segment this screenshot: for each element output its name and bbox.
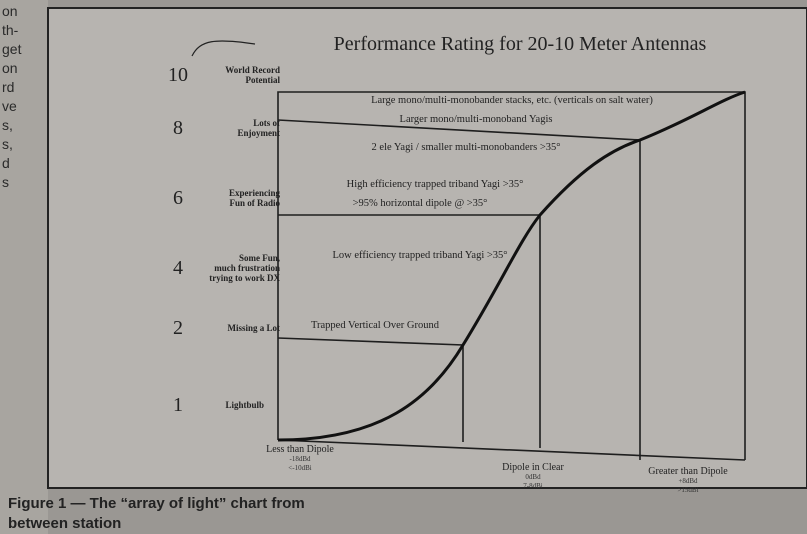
level-label: World Record xyxy=(225,65,280,75)
level-number: 8 xyxy=(173,117,183,139)
x-label: Greater than Dipole xyxy=(648,466,728,477)
level-label: Enjoyment xyxy=(238,128,281,138)
level-number: 1 xyxy=(173,394,183,416)
margin-word: on xyxy=(2,60,18,76)
region-label: 2 ele Yagi / smaller multi-monobanders >… xyxy=(372,142,561,153)
margin-word: s xyxy=(2,174,9,190)
figure-title: Performance Rating for 20-10 Meter Anten… xyxy=(334,33,707,55)
margin-word: th- xyxy=(2,22,19,38)
x-sublabel: 7-8dBi xyxy=(523,482,543,490)
x-label: Dipole in Clear xyxy=(502,462,564,473)
level-label: Lightbulb xyxy=(225,400,264,410)
figure-frame xyxy=(48,8,807,488)
x-sublabel: +8dBd xyxy=(678,477,698,485)
x-sublabel: 0dBd xyxy=(525,473,541,481)
caption-line: between station xyxy=(8,515,121,532)
x-sublabel: -18dBd xyxy=(290,455,312,463)
margin-word: s, xyxy=(2,117,13,133)
level-label: Potential xyxy=(246,75,281,85)
level-number: 6 xyxy=(173,187,183,209)
x-sublabel: <-10dBi xyxy=(288,464,311,472)
level-label: Lots of xyxy=(253,118,281,128)
region-label: Trapped Vertical Over Ground xyxy=(311,320,440,331)
region-label: Large mono/multi-monobander stacks, etc.… xyxy=(371,95,653,106)
region-label: Larger mono/multi-monoband Yagis xyxy=(400,114,553,125)
x-sublabel: >15dBi xyxy=(677,486,698,494)
level-label: Some Fun, xyxy=(239,253,280,263)
level-label: Experiencing xyxy=(229,188,280,198)
margin-word: rd xyxy=(2,79,14,95)
caption-line: Figure 1 — The “array of light” chart fr… xyxy=(8,495,305,512)
level-label: trying to work DX xyxy=(209,273,280,283)
level-number: 2 xyxy=(173,317,183,339)
margin-word: ve xyxy=(2,98,17,114)
level-label: much frustration xyxy=(214,263,280,273)
level-number: 4 xyxy=(173,257,183,279)
margin-word: on xyxy=(2,3,18,19)
region-label: >95% horizontal dipole @ >35° xyxy=(353,198,488,209)
margin-word: get xyxy=(2,41,22,57)
level-label: Missing a Lot xyxy=(227,323,280,333)
page-photo: on th-get on rd ve s, s, ds Performance Rating … xyxy=(0,0,807,534)
region-label: High efficiency trapped triband Yagi >35… xyxy=(347,179,524,190)
x-label: Less than Dipole xyxy=(266,444,334,455)
level-number: 10 xyxy=(168,64,188,86)
region-label: Low efficiency trapped triband Yagi >35° xyxy=(333,250,508,261)
margin-word: s, xyxy=(2,136,13,152)
level-label: Fun of Radio xyxy=(229,198,280,208)
margin-word: d xyxy=(2,155,10,171)
